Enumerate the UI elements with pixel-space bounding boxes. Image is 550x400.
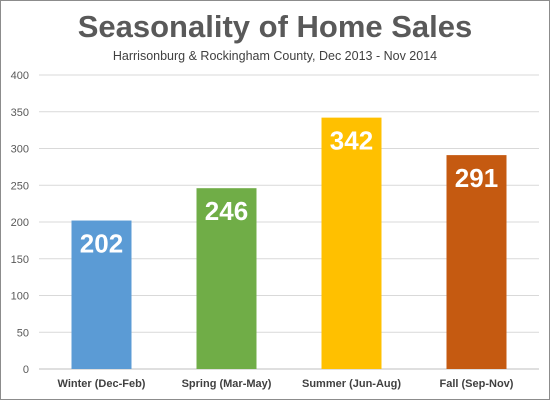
y-tick-label: 200	[11, 217, 29, 229]
bar	[321, 117, 382, 369]
chart-title: Seasonality of Home Sales	[77, 9, 473, 44]
x-category-label: Spring (Mar-May)	[182, 378, 272, 390]
y-tick-label: 50	[17, 327, 29, 339]
data-label: 342	[330, 126, 373, 156]
y-tick-label: 350	[11, 107, 29, 119]
x-category-label: Winter (Dec-Feb)	[58, 378, 146, 390]
data-label: 291	[455, 163, 498, 193]
y-tick-label: 400	[11, 70, 29, 82]
x-category-label: Summer (Jun-Aug)	[302, 378, 401, 390]
y-tick-label: 300	[11, 144, 29, 156]
bar	[446, 155, 507, 369]
chart-subtitle: Harrisonburg & Rockingham County, Dec 20…	[112, 49, 438, 63]
y-tick-label: 0	[23, 364, 29, 376]
bar	[71, 220, 132, 369]
bar	[196, 188, 257, 369]
data-label: 202	[80, 229, 123, 259]
data-label: 246	[205, 196, 248, 226]
y-tick-label: 250	[11, 180, 29, 192]
x-category-label: Fall (Sep-Nov)	[440, 378, 514, 390]
y-tick-label: 100	[11, 291, 29, 303]
y-tick-label: 150	[11, 254, 29, 266]
